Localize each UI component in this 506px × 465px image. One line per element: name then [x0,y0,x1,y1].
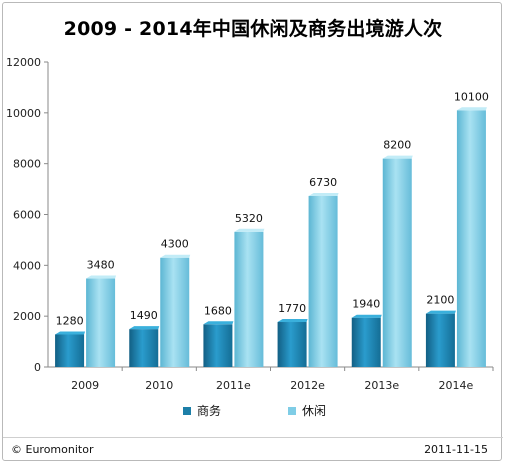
bar-leisure-top [456,107,487,111]
bar-leisure [86,275,117,367]
bars [55,107,487,368]
legend-swatch-business [183,406,191,415]
x-tick-label: 2013e [364,379,399,392]
y-tick-label: 6000 [13,209,41,222]
bar-business-body [203,324,233,367]
bar-business-body [55,334,85,367]
y-tick-label: 4000 [13,259,41,272]
bar-leisure [308,192,339,367]
data-label-leisure: 5320 [235,212,263,225]
bar-business-top [129,326,160,330]
bar-business-body [277,322,307,367]
axes: 0 2000 4000 6000 8000 10000 12000 2009 2010 2011e… [6,56,494,392]
legend-item-leisure: 休闲 [288,402,326,419]
footer-divider [3,437,503,438]
x-tick-label: 2011e [216,379,251,392]
bar-leisure-top [234,228,265,232]
y-tick-label: 10000 [6,107,41,120]
data-label-leisure: 8200 [383,139,411,152]
bar-business [55,331,86,367]
bar-leisure-body [234,231,264,367]
legend-item-business: 商务 [183,402,221,419]
bar-leisure-top [382,155,413,159]
bar-business [277,319,308,367]
data-label-business: 1680 [204,304,232,317]
bar-leisure [456,107,487,368]
bar-leisure-body [382,158,412,367]
data-label-leisure: 6730 [309,176,337,189]
report-date: 2011-11-15 [424,443,488,456]
data-label-business: 1490 [130,309,158,322]
bar-leisure [160,254,191,367]
bar-leisure [382,155,413,367]
chart-title: 2009 - 2014年中国休闲及商务出境游人次 [63,18,443,40]
bar-business-top [55,331,86,335]
bar-leisure [234,228,265,367]
y-tick-label: 2000 [13,310,41,323]
bar-business-body [129,329,159,367]
bar-leisure-top [86,275,117,279]
bar-business [203,321,234,367]
y-tick-label: 12000 [6,56,41,69]
data-label-leisure: 3480 [87,259,115,272]
bar-business [129,326,160,367]
data-labels: 1280 3480 1490 4300 1680 5320 1770 6730 1940 8200… [56,90,489,327]
bar-leisure-body [160,257,190,367]
bar-leisure-top [160,254,191,258]
bar-leisure-body [308,195,338,367]
x-tick-label: 2014e [439,379,474,392]
data-label-business: 1940 [352,298,380,311]
bar-business-top [203,321,234,325]
x-tick-label: 2012e [290,379,325,392]
bar-leisure-body [456,110,486,368]
data-label-business: 1280 [56,314,84,327]
data-label-leisure: 4300 [161,238,189,251]
bar-business [425,310,456,367]
x-tick-label: 2010 [145,379,173,392]
x-tick-label: 2009 [71,379,99,392]
bar-business-top [277,319,308,323]
y-tick-label: 0 [34,361,41,374]
data-label-business: 2100 [426,294,454,307]
bar-business-body [425,313,455,367]
legend: 商务 休闲 [0,402,506,420]
bar-business-top [425,310,456,314]
bar-leisure-top [308,192,339,196]
bar-leisure-body [86,278,116,367]
bar-business [351,314,382,367]
y-tick-label: 8000 [13,158,41,171]
bar-business-top [351,314,382,318]
legend-label-business: 商务 [197,404,222,418]
data-label-business: 1770 [278,302,306,315]
legend-label-leisure: 休闲 [302,404,327,418]
legend-swatch-leisure [288,406,296,415]
bar-business-body [351,317,381,367]
source-credit: © Euromonitor [11,443,94,456]
data-label-leisure: 10100 [454,90,489,103]
